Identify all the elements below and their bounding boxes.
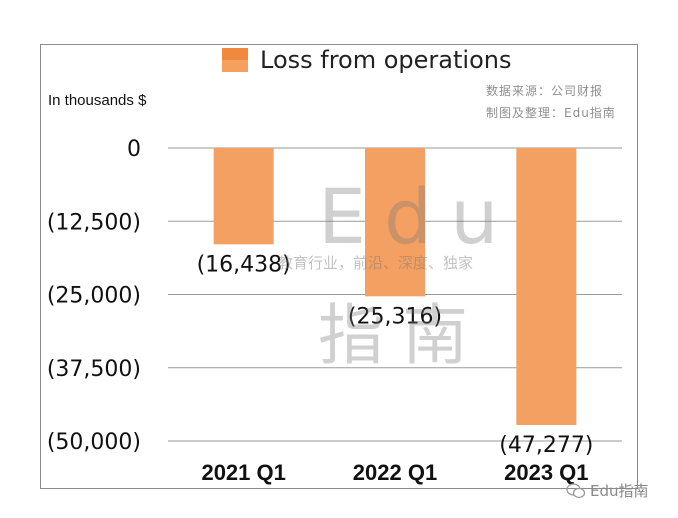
wechat-icon xyxy=(566,482,586,498)
footer-watermark-label: Edu指南 xyxy=(590,482,649,500)
x-tick-label: 2023 Q1 xyxy=(504,460,588,485)
y-tick-label: (25,000) xyxy=(47,284,141,309)
data-label: (25,316) xyxy=(348,304,442,329)
unit-label: In thousands $ xyxy=(48,92,147,109)
chart-frame xyxy=(40,44,638,489)
bar xyxy=(365,148,425,297)
y-tick-label: 0 xyxy=(127,137,141,162)
x-tick-label: 2021 Q1 xyxy=(201,460,285,485)
legend-swatch xyxy=(222,48,248,72)
chart-legend: Loss from operations xyxy=(222,46,511,74)
x-tick-label: 2022 Q1 xyxy=(353,460,437,485)
bar xyxy=(213,148,274,245)
watermark-subtitle: 教育行业，前沿、深度、独家 xyxy=(278,254,474,272)
footer-watermark: Edu指南 xyxy=(566,480,649,501)
source-note: 数据来源：公司财报 制图及整理：Edu指南 xyxy=(486,80,616,124)
source-line: 制图及整理：Edu指南 xyxy=(486,106,616,120)
watermark-edu: Edu xyxy=(318,172,517,261)
watermark-cn: 指南 xyxy=(318,297,486,374)
data-label: (16,438) xyxy=(197,252,291,277)
y-tick-label: (12,500) xyxy=(47,210,141,235)
bar xyxy=(516,148,577,426)
legend-label: Loss from operations xyxy=(260,46,512,74)
data-label: (47,277) xyxy=(499,433,593,458)
y-tick-label: (37,500) xyxy=(47,357,141,382)
y-tick-label: (50,000) xyxy=(47,430,141,455)
source-line: 数据来源：公司财报 xyxy=(486,84,604,98)
